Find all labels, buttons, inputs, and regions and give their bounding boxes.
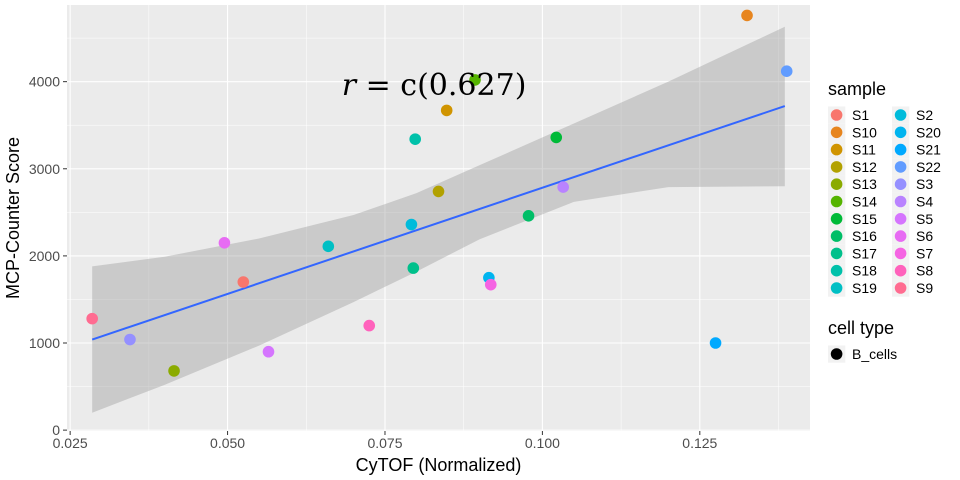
- legend-label-s4: S4: [916, 194, 933, 210]
- legend-key-s12: [830, 161, 843, 173]
- point-s10: [741, 9, 753, 22]
- y-axis-title: MCP-Counter Score: [3, 137, 23, 299]
- legend-key-s21: [894, 143, 907, 156]
- grid-minor: [67, 5, 810, 431]
- point-s11: [440, 104, 453, 117]
- x-tick-label: 0.025: [53, 435, 88, 451]
- legend-key-s14: [830, 195, 843, 208]
- point-s16: [522, 210, 535, 222]
- y-tick-label: 2000: [29, 248, 60, 264]
- x-tick-label: 0.125: [682, 435, 717, 451]
- legend-label-s11: S11: [852, 142, 876, 158]
- point-s8: [363, 319, 376, 332]
- legend-label-s7: S7: [916, 245, 933, 261]
- legend-key-s8: [894, 264, 907, 277]
- legend-label-s1: S1: [852, 107, 869, 123]
- point-s17: [407, 262, 420, 274]
- trend-line: [91, 105, 786, 341]
- legend-key-s3: [894, 178, 907, 190]
- legend-label-s17: S17: [852, 245, 877, 261]
- legend-label-s10: S10: [852, 124, 877, 140]
- legend-label-s12: S12: [852, 159, 877, 175]
- legend-key-s6: [894, 230, 907, 242]
- legend-shape-label: B_cells: [852, 346, 897, 362]
- grid-major: [67, 5, 810, 431]
- legend-key-s10: [830, 126, 843, 139]
- legend-label-s13: S13: [852, 176, 877, 192]
- legend-label-s19: S19: [852, 280, 877, 296]
- x-axis-title: CyTOF (Normalized): [356, 455, 522, 475]
- legend: sample S1S10S11S12S13S14S15S16S17S18S19S…: [828, 79, 941, 363]
- point-s21: [709, 337, 722, 349]
- legend-label-s20: S20: [916, 124, 941, 140]
- annotation-text: = c(0.627): [356, 68, 526, 103]
- point-s6: [218, 237, 231, 249]
- point-s9: [86, 312, 98, 325]
- legend-shape-key: [830, 348, 843, 360]
- legend-label-s5: S5: [916, 211, 933, 227]
- legend-label-s3: S3: [916, 176, 933, 192]
- data-points: [86, 9, 793, 377]
- y-tick-label: 3000: [29, 161, 60, 177]
- legend-label-s14: S14: [852, 194, 877, 210]
- point-s4: [557, 181, 569, 193]
- legend-cell-type-title: cell type: [828, 318, 894, 338]
- legend-key-s1: [830, 109, 843, 121]
- legend-label-s9: S9: [916, 280, 933, 296]
- legend-key-s19: [830, 282, 843, 294]
- point-s7: [484, 278, 497, 291]
- legend-key-s15: [830, 213, 843, 225]
- legend-key-s17: [830, 247, 843, 260]
- y-tick-label: 4000: [29, 74, 60, 90]
- legend-label-s21: S21: [916, 142, 941, 158]
- point-s22: [780, 65, 793, 78]
- plot-panel: [67, 5, 810, 431]
- legend-key-s20: [894, 126, 907, 139]
- legend-key-s22: [894, 161, 907, 173]
- x-axis: 0.025 0.050 0.075 0.100 0.125: [53, 431, 718, 451]
- legend-key-s9: [894, 282, 907, 294]
- legend-sample-title: sample: [828, 79, 886, 99]
- legend-key-s5: [894, 213, 907, 225]
- point-s13: [168, 365, 180, 377]
- legend-key-s11: [830, 143, 843, 156]
- legend-cell-type-items: B_cells: [828, 345, 897, 363]
- legend-label-s16: S16: [852, 228, 877, 244]
- point-s3: [124, 333, 136, 346]
- point-s18: [409, 133, 422, 145]
- point-s15: [550, 131, 563, 144]
- legend-label-s15: S15: [852, 211, 877, 227]
- confidence-band: [92, 26, 785, 413]
- y-axis: 0 1000 2000 3000 4000: [29, 74, 67, 438]
- point-s5: [262, 345, 275, 358]
- annotation-r: r: [342, 68, 358, 103]
- correlation-annotation: r = c(0.627): [342, 68, 527, 103]
- legend-label-s18: S18: [852, 263, 877, 279]
- point-s2: [405, 218, 418, 231]
- legend-label-s22: S22: [916, 159, 941, 175]
- point-s1: [237, 276, 250, 288]
- x-tick-label: 0.100: [525, 435, 560, 451]
- legend-key-s2: [894, 109, 907, 121]
- legend-label-s8: S8: [916, 263, 933, 279]
- legend-key-s16: [830, 230, 843, 242]
- point-s19: [322, 240, 335, 253]
- y-tick-label: 0: [52, 422, 60, 438]
- point-s12: [432, 185, 445, 198]
- legend-key-s13: [830, 178, 843, 190]
- legend-key-s18: [830, 264, 843, 277]
- legend-key-s7: [894, 247, 907, 260]
- legend-label-s2: S2: [916, 107, 933, 123]
- point-s14: [469, 74, 481, 86]
- x-tick-label: 0.050: [210, 435, 245, 451]
- x-tick-label: 0.075: [367, 435, 402, 451]
- y-tick-label: 1000: [29, 335, 60, 351]
- legend-label-s6: S6: [916, 228, 933, 244]
- legend-key-s4: [894, 195, 907, 208]
